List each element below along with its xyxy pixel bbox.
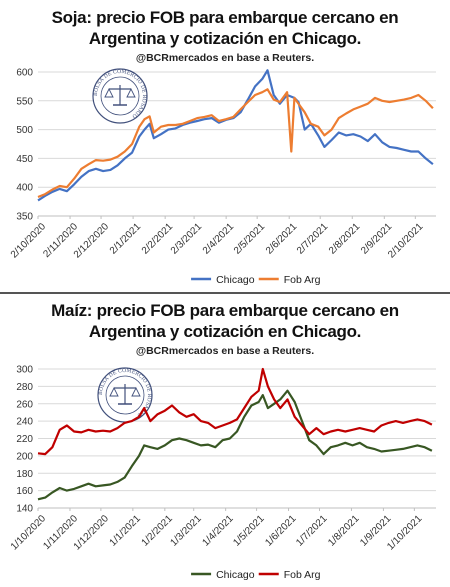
source-note: @BCRmercados en base a Reuters.	[135, 345, 315, 357]
y-tick-label: 260	[16, 399, 33, 410]
title-line-1: Soja: precio FOB para embarque cercano e…	[51, 8, 399, 27]
x-tick-label: 2/3/2021	[169, 221, 205, 257]
x-tick-label: 1/6/2021	[263, 513, 299, 549]
x-tick-label: 2/8/2021	[327, 221, 363, 257]
legend-label: Fob Arg	[284, 274, 321, 286]
title-line-2: Argentina y cotización en Chicago.	[88, 322, 362, 341]
y-tick-label: 350	[16, 212, 33, 223]
series-line-fob-arg	[37, 367, 433, 456]
x-tick-label: 1/1/2021	[108, 513, 144, 549]
legend-label: Fob Arg	[284, 569, 321, 581]
title-line-2: Argentina y cotización en Chicago.	[88, 29, 362, 48]
y-tick-label: 240	[16, 417, 33, 428]
x-tick-label: 1/7/2021	[294, 513, 330, 549]
y-tick-label: 280	[16, 382, 33, 393]
soja-chart: 3504004505005506002/10/20202/11/20202/12…	[9, 68, 436, 286]
y-tick-label: 500	[16, 125, 33, 136]
x-tick-label: 1/5/2021	[231, 513, 267, 549]
chart-title: Maíz: precio FOB para embarque cercano e…	[0, 300, 450, 342]
y-tick-label: 550	[16, 96, 33, 107]
y-tick-label: 180	[16, 469, 33, 480]
series-line-chicago	[37, 69, 434, 202]
x-tick-label: 1/3/2021	[168, 513, 204, 549]
x-tick-label: 2/6/2021	[264, 221, 300, 257]
y-tick-label: 600	[16, 68, 33, 79]
soja-panel: Soja: precio FOB para embarque cercano e…	[0, 0, 450, 293]
source-note: @BCRmercados en base a Reuters.	[135, 52, 315, 64]
x-tick-label: 2/5/2021	[232, 221, 268, 257]
bcr-seal-icon: BOLSA DE COMERCIO DE ROSARIO	[92, 68, 148, 124]
x-tick-label: 2/1/2021	[108, 221, 144, 257]
chart-title: Soja: precio FOB para embarque cercano e…	[0, 7, 450, 49]
title-line-1: Maíz: precio FOB para embarque cercano e…	[51, 301, 399, 320]
y-tick-label: 450	[16, 154, 33, 165]
x-tick-label: 2/4/2021	[201, 221, 237, 257]
panel-divider	[0, 292, 450, 294]
maiz-panel: Maíz: precio FOB para embarque cercano e…	[0, 294, 450, 587]
series-line-chicago	[37, 389, 433, 501]
legend-label: Chicago	[216, 274, 255, 286]
y-tick-label: 160	[16, 486, 33, 497]
y-tick-label: 300	[16, 365, 33, 376]
x-tick-label: 1/8/2021	[326, 513, 362, 549]
x-tick-label: 1/4/2021	[200, 513, 236, 549]
series-line-fob-arg	[37, 88, 434, 199]
legend-label: Chicago	[216, 569, 255, 581]
y-tick-label: 220	[16, 434, 33, 445]
y-tick-label: 200	[16, 451, 33, 462]
bcr-seal-icon: BOLSA DE COMERCIO DE ROSARIO	[97, 367, 153, 423]
maiz-chart: 1401601802002202402602803001/10/20201/11…	[9, 365, 436, 581]
y-tick-label: 400	[16, 183, 33, 194]
x-tick-label: 2/7/2021	[295, 221, 331, 257]
y-tick-label: 140	[16, 504, 33, 515]
